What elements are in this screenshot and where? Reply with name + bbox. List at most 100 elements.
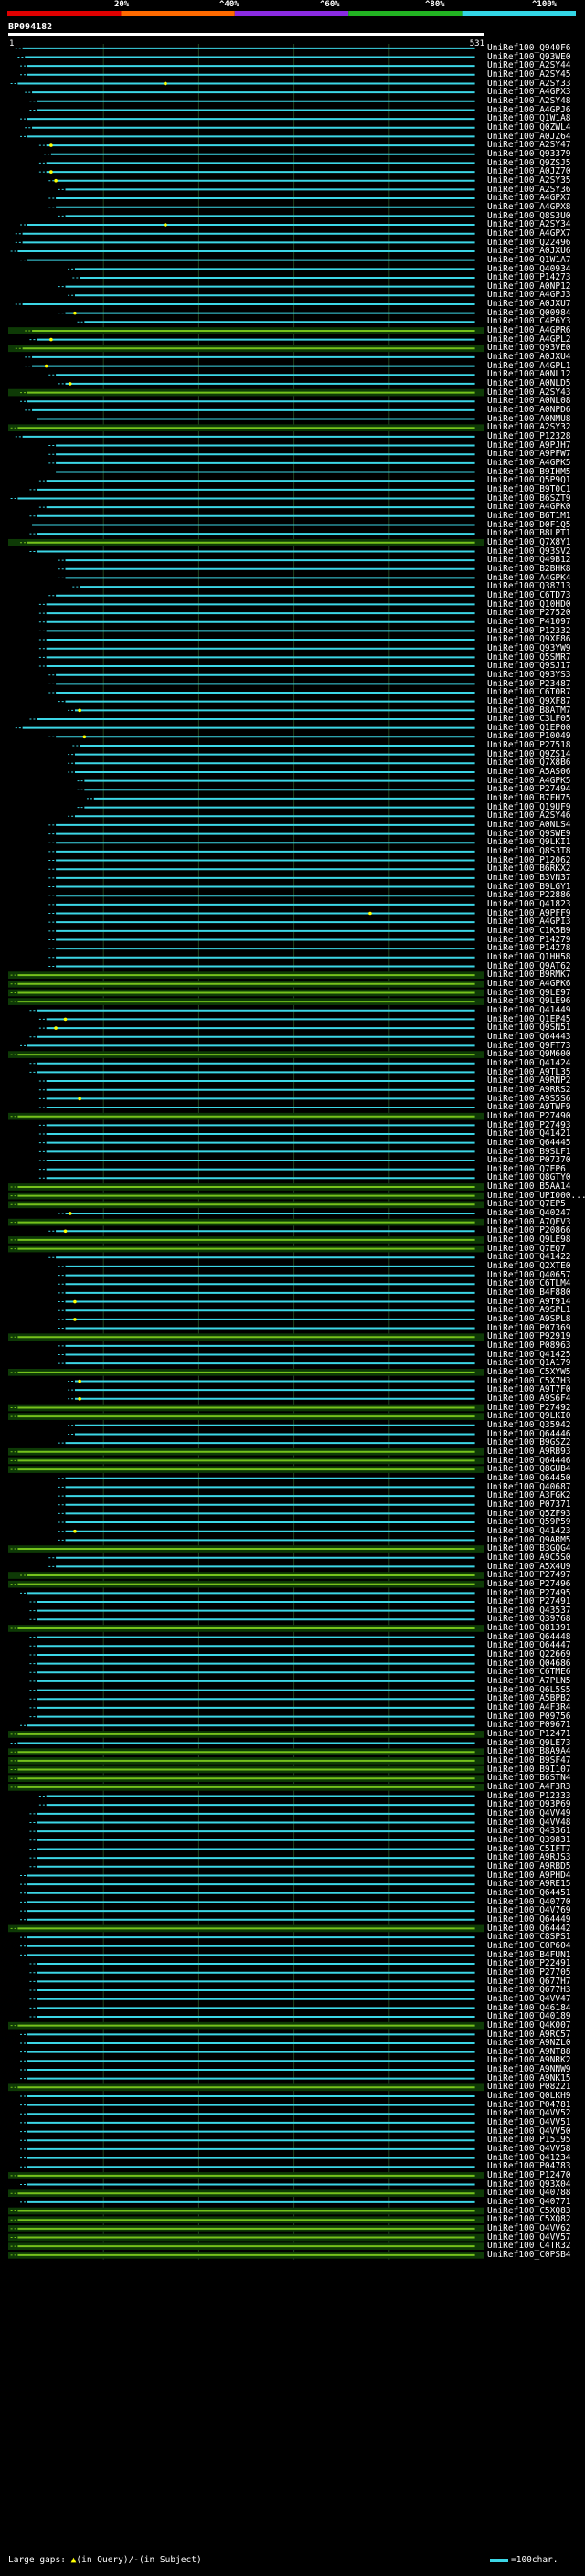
- hit-label[interactable]: UniRef100_Q93YW9: [487, 642, 571, 653]
- hit-label[interactable]: UniRef100_P22491: [487, 1958, 571, 1969]
- hit-label[interactable]: UniRef100_Q9AT62: [487, 960, 571, 971]
- hit-label[interactable]: UniRef100_P09756: [487, 1711, 571, 1722]
- hit-label[interactable]: UniRef100_A2SY46: [487, 811, 571, 822]
- hit-label[interactable]: UniRef100_Q93VE0: [487, 343, 571, 354]
- hit-label[interactable]: UniRef100_A9RNP2: [487, 1076, 571, 1087]
- hit-label[interactable]: UniRef100_Q4VV62: [487, 2223, 571, 2234]
- hit-label[interactable]: UniRef100_A2SY34: [487, 219, 571, 230]
- hit-label[interactable]: UniRef100_P14278: [487, 943, 571, 954]
- hit-label[interactable]: UniRef100_Q64446: [487, 1428, 571, 1439]
- hit-label[interactable]: UniRef100_Q93WE0: [487, 51, 571, 62]
- hit-label[interactable]: UniRef100_P12470: [487, 2170, 571, 2181]
- hit-label[interactable]: UniRef100_Q64448: [487, 1631, 571, 1642]
- hit-label[interactable]: UniRef100_A9T7F0: [487, 1384, 571, 1395]
- hit-label[interactable]: UniRef100_A4GPR6: [487, 325, 571, 336]
- hit-label[interactable]: UniRef100_Q64451: [487, 1887, 571, 1898]
- hit-label[interactable]: UniRef100_P27492: [487, 1402, 571, 1413]
- hit-label[interactable]: UniRef100_A9TL35: [487, 1066, 571, 1077]
- hit-label[interactable]: UniRef100_C0P604: [487, 1940, 571, 1951]
- hit-label[interactable]: UniRef100_A9C5S0: [487, 1552, 571, 1563]
- hit-label[interactable]: UniRef100_B6SZT9: [487, 493, 571, 504]
- hit-label[interactable]: UniRef100_A4GPK6: [487, 978, 571, 989]
- hit-label[interactable]: UniRef100_P08963: [487, 1341, 571, 1352]
- hit-label[interactable]: UniRef100_A4GPK4: [487, 572, 571, 583]
- hit-label[interactable]: UniRef100_Q1A179: [487, 1358, 571, 1369]
- hit-label[interactable]: UniRef100_A9RRS2: [487, 1084, 571, 1095]
- hit-label[interactable]: UniRef100_Q2XTE0: [487, 1261, 571, 1272]
- hit-label[interactable]: UniRef100_Q6L5S5: [487, 1684, 571, 1695]
- hit-label[interactable]: UniRef100_B5AA14: [487, 1182, 571, 1193]
- hit-label[interactable]: UniRef100_Q64449: [487, 1913, 571, 1924]
- hit-label[interactable]: UniRef100_A2SY36: [487, 184, 571, 195]
- hit-label[interactable]: UniRef100_A2SY35: [487, 175, 571, 186]
- hit-label[interactable]: UniRef100_A9SPL1: [487, 1305, 571, 1316]
- hit-label[interactable]: UniRef100_A9PFW7: [487, 449, 571, 460]
- hit-label[interactable]: UniRef100_Q93YS3: [487, 669, 571, 680]
- hit-label[interactable]: UniRef100_C4TR32: [487, 2241, 571, 2252]
- hit-label[interactable]: UniRef100_A9NRK2: [487, 2055, 571, 2066]
- hit-label[interactable]: UniRef100_Q40934: [487, 263, 571, 274]
- hit-label[interactable]: UniRef100_P27497: [487, 1570, 571, 1581]
- hit-label[interactable]: UniRef100_A4GPX7: [487, 193, 571, 204]
- hit-label[interactable]: UniRef100_P07371: [487, 1499, 571, 1510]
- hit-label[interactable]: UniRef100_A4GPK0: [487, 502, 571, 513]
- hit-label[interactable]: UniRef100_A9NZL0: [487, 2038, 571, 2049]
- hit-label[interactable]: UniRef100_Q41424: [487, 1057, 571, 1068]
- hit-label[interactable]: UniRef100_P27494: [487, 784, 571, 795]
- hit-label[interactable]: UniRef100_Q64443: [487, 1031, 571, 1042]
- hit-label[interactable]: UniRef100_A9NK15: [487, 2072, 571, 2083]
- hit-label[interactable]: UniRef100_A2SY47: [487, 140, 571, 151]
- hit-label[interactable]: UniRef100_C6TD73: [487, 589, 571, 600]
- hit-label[interactable]: UniRef100_C6TME6: [487, 1667, 571, 1678]
- hit-label[interactable]: UniRef100_Q93X04: [487, 2178, 571, 2189]
- hit-label[interactable]: UniRef100_Q59P59: [487, 1517, 571, 1528]
- hit-label[interactable]: UniRef100_B7FH75: [487, 793, 571, 804]
- hit-label[interactable]: UniRef100_A2SY44: [487, 60, 571, 71]
- hit-label[interactable]: UniRef100_Q4VV57: [487, 2231, 571, 2242]
- hit-label[interactable]: UniRef100_Q1EP45: [487, 1013, 571, 1024]
- hit-label[interactable]: UniRef100_B6RKX2: [487, 864, 571, 875]
- hit-label[interactable]: UniRef100_Q8S3T8: [487, 846, 571, 857]
- hit-label[interactable]: UniRef100_A9RBD5: [487, 1860, 571, 1871]
- hit-label[interactable]: UniRef100_Q8GTY0: [487, 1172, 571, 1183]
- hit-label[interactable]: UniRef100_C8SPS1: [487, 1932, 571, 1943]
- hit-label[interactable]: UniRef100_A9RJS3: [487, 1852, 571, 1863]
- hit-label[interactable]: UniRef100_Q49B12: [487, 555, 571, 566]
- hit-label[interactable]: UniRef100_Q38713: [487, 581, 571, 592]
- hit-label[interactable]: UniRef100_Q5ZF93: [487, 1508, 571, 1519]
- hit-label[interactable]: UniRef100_Q9ARM5: [487, 1534, 571, 1545]
- hit-label[interactable]: UniRef100_A0JXU6: [487, 246, 571, 257]
- hit-label[interactable]: UniRef100_Q35942: [487, 1419, 571, 1430]
- hit-label[interactable]: UniRef100_Q677H3: [487, 1985, 571, 1996]
- hit-label[interactable]: UniRef100_UPI000...: [487, 1190, 585, 1201]
- hit-label[interactable]: UniRef100_Q4VV48: [487, 1817, 571, 1828]
- hit-label[interactable]: UniRef100_Q22669: [487, 1649, 571, 1660]
- hit-label[interactable]: UniRef100_P15195: [487, 2135, 571, 2146]
- hit-label[interactable]: UniRef100_A9TWF9: [487, 1102, 571, 1113]
- hit-label[interactable]: UniRef100_B9IHM5: [487, 466, 571, 477]
- hit-label[interactable]: UniRef100_Q64450: [487, 1472, 571, 1483]
- hit-label[interactable]: UniRef100_Q9LKI1: [487, 837, 571, 848]
- hit-label[interactable]: UniRef100_Q40770: [487, 1896, 571, 1907]
- hit-label[interactable]: UniRef100_C0PSB4: [487, 2250, 571, 2260]
- hit-label[interactable]: UniRef100_P14273: [487, 272, 571, 283]
- hit-label[interactable]: UniRef100_A0JXU4: [487, 352, 571, 363]
- hit-label[interactable]: UniRef100_A4GPJ3: [487, 290, 571, 301]
- hit-label[interactable]: UniRef100_A4GPX8: [487, 201, 571, 212]
- hit-label[interactable]: UniRef100_Q7EP6: [487, 1163, 566, 1174]
- hit-label[interactable]: UniRef100_Q93379: [487, 148, 571, 159]
- hit-label[interactable]: UniRef100_Q9SN51: [487, 1023, 571, 1034]
- hit-label[interactable]: UniRef100_Q1HH58: [487, 951, 571, 962]
- hit-label[interactable]: UniRef100_P27491: [487, 1596, 571, 1607]
- hit-label[interactable]: UniRef100_Q7EP5: [487, 1199, 566, 1210]
- hit-label[interactable]: UniRef100_A9RE15: [487, 1879, 571, 1890]
- hit-label[interactable]: UniRef100_A0NPD6: [487, 405, 571, 416]
- hit-label[interactable]: UniRef100_Q4VV58: [487, 2144, 571, 2155]
- hit-label[interactable]: UniRef100_Q8GUB4: [487, 1464, 571, 1475]
- hit-label[interactable]: UniRef100_A0JXU7: [487, 299, 571, 310]
- hit-label[interactable]: UniRef100_A5BPB2: [487, 1693, 571, 1704]
- hit-label[interactable]: UniRef100_Q04686: [487, 1658, 571, 1669]
- hit-label[interactable]: UniRef100_Q9LKI0: [487, 1411, 571, 1422]
- hit-label[interactable]: UniRef100_Q93SV2: [487, 546, 571, 557]
- hit-label[interactable]: UniRef100_Q677H7: [487, 1976, 571, 1987]
